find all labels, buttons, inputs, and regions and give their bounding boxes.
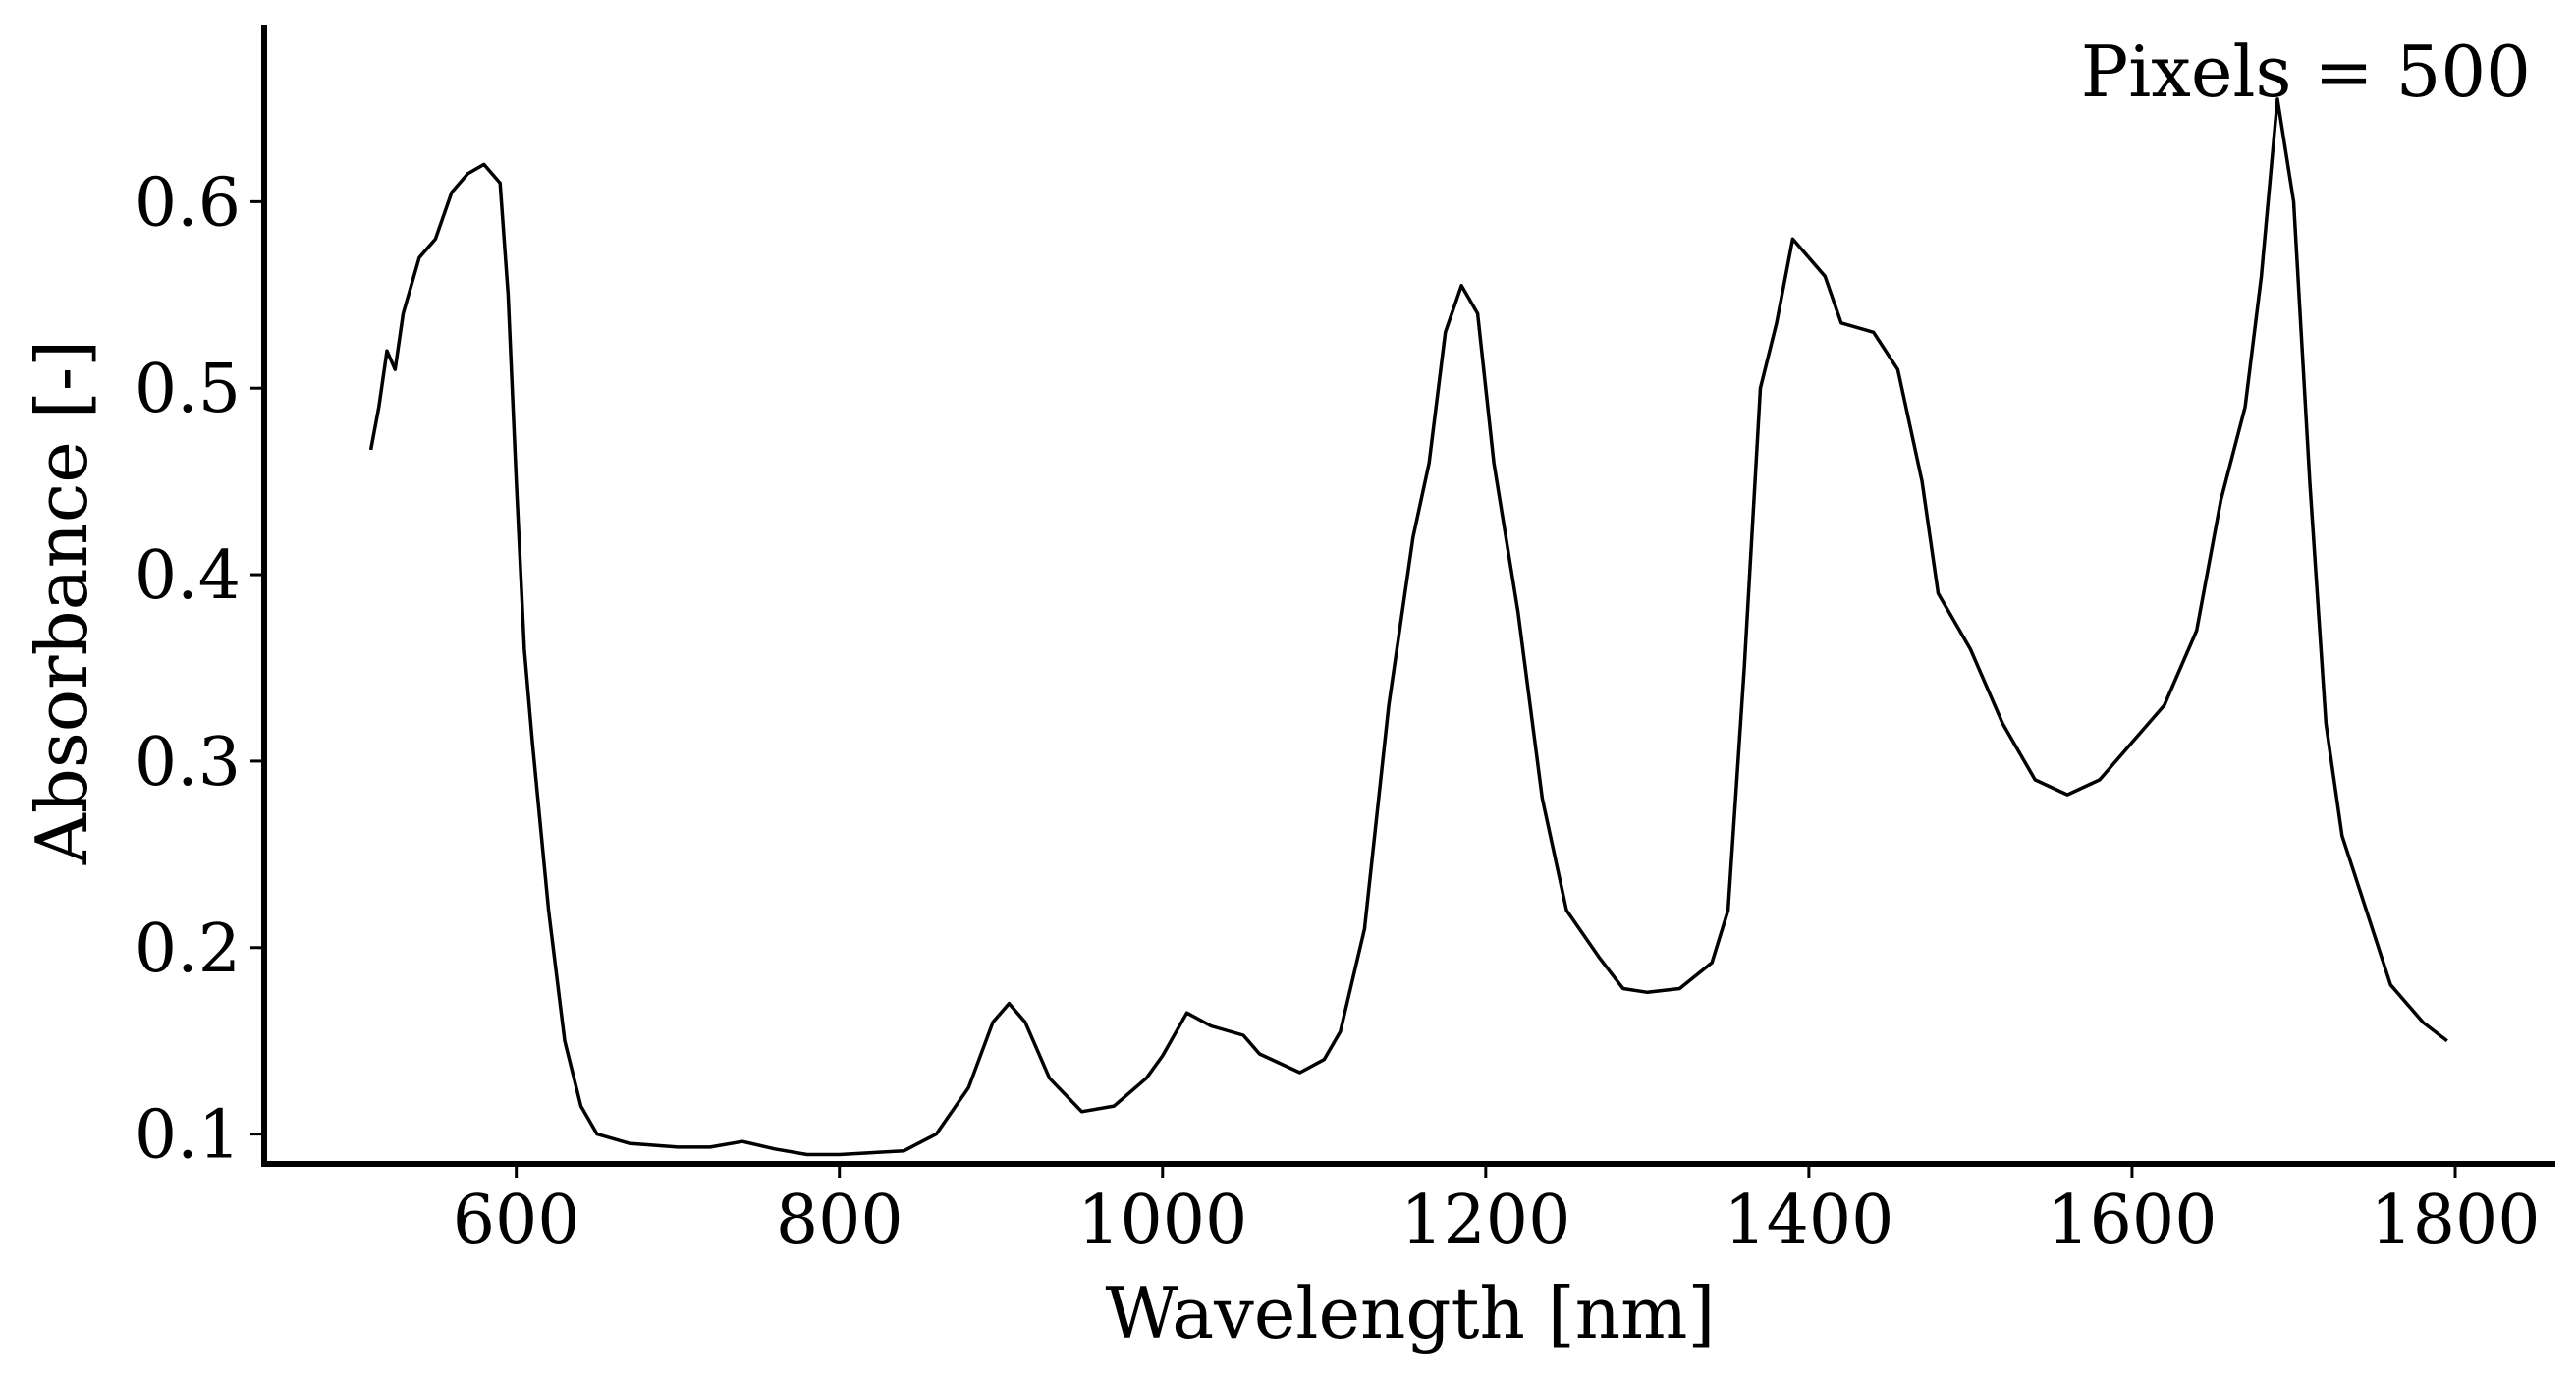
y-tick-label: 0.6: [135, 164, 241, 242]
y-tick-label: 0.4: [135, 537, 241, 615]
x-tick-label: 1800: [2370, 1182, 2540, 1259]
spectrum-line: [368, 97, 2448, 1157]
x-tick-label: 1000: [1077, 1182, 1247, 1259]
x-tick-label: 1200: [1400, 1182, 1570, 1259]
x-tick-label: 600: [453, 1182, 580, 1259]
x-tick-label: 1400: [1724, 1182, 1893, 1259]
x-tick-label: 1600: [2047, 1182, 2217, 1259]
y-axis-label: Absorbance [-]: [21, 340, 103, 866]
x-axis-label: Wavelength [nm]: [1105, 1272, 1715, 1354]
y-tick-label: 0.1: [135, 1097, 241, 1175]
y-tick-label: 0.3: [135, 724, 241, 802]
x-tick-label: 800: [776, 1182, 904, 1259]
annotation: Pixels = 500: [2081, 30, 2531, 113]
y-tick-label: 0.5: [135, 351, 241, 428]
y-tick-label: 0.2: [135, 911, 241, 988]
